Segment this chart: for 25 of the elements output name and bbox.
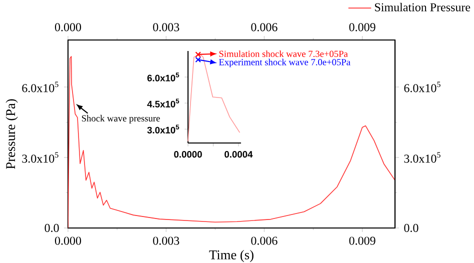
y-tick-label: 6.0x10$^{5}$	[147, 72, 180, 82]
y-tick-label: 3.0x10$^{5}$	[22, 152, 58, 163]
annotation: Shock wave pressure	[82, 114, 160, 124]
legend-label: Experiment shock wave 7.0e+05Pa	[219, 58, 350, 68]
x-tick-label: 0.0004	[224, 151, 253, 158]
y-tick-label: 6.0x10$^{5}$	[22, 82, 58, 92]
y-tick-label: 4.5x10$^{5}$	[147, 98, 180, 108]
y2-tick-label: 3.0x10$^{5}$	[404, 152, 440, 163]
x2-tick-label: 0.000	[54, 236, 82, 245]
x-tick-label: 0.0000	[174, 151, 202, 158]
y-tick-label: 0.0	[44, 224, 59, 232]
legend-label: Simulation Pressure	[375, 2, 470, 12]
x2-tick-label: 0.003	[153, 236, 180, 245]
x-tick-label: 0.003	[153, 23, 180, 32]
x-tick-label: 0.009	[349, 23, 376, 32]
y-axis-title: Pressure (Pa)	[6, 99, 18, 169]
x-tick-label: 0.000	[54, 23, 82, 32]
y-tick-label: 3.0x10$^{5}$	[147, 124, 180, 134]
y2-tick-label: 6.0x10$^{5}$	[404, 82, 440, 92]
x-axis-title: Time (s)	[209, 250, 254, 262]
x-tick-label: 0.006	[251, 23, 278, 32]
x2-tick-label: 0.009	[349, 236, 376, 245]
x2-tick-label: 0.006	[251, 236, 278, 245]
legend-label: Simulation shock wave 7.3e+05Pa	[219, 50, 348, 58]
y2-tick-label: 0.0	[404, 224, 418, 232]
